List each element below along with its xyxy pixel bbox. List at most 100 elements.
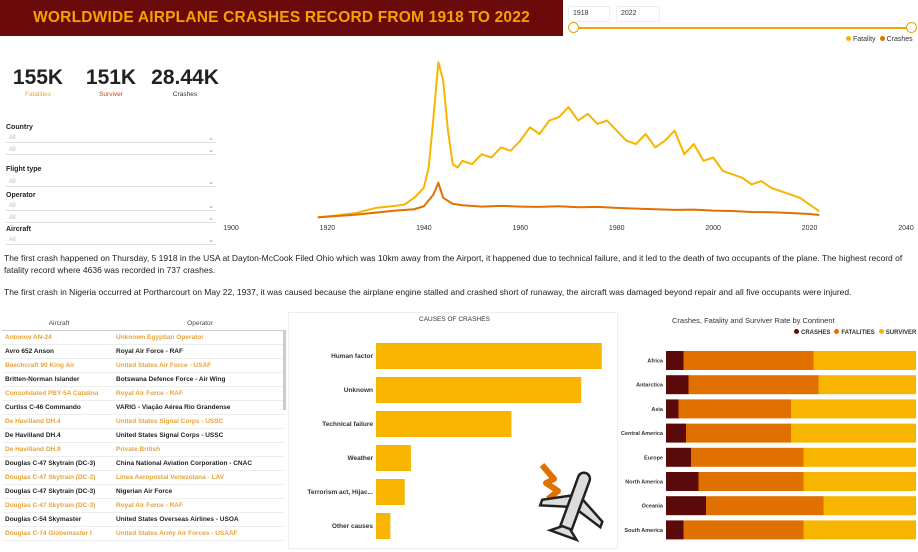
continent-bar-fatalities[interactable] — [683, 520, 804, 540]
slicer-country[interactable]: Country All ⌄ All ⌄ — [6, 124, 216, 155]
table-row[interactable]: De Havilland DH.4 United States Signal Co… — [2, 429, 284, 443]
x-tick-label-1940: 1940 — [416, 225, 432, 232]
slicer-operator[interactable]: Operator All ⌄ All ⌄ — [6, 192, 216, 223]
continent-bar-surviver[interactable] — [803, 472, 917, 491]
slicer-dropdown[interactable]: All ⌄ — [6, 201, 216, 211]
continent-bar-surviver[interactable] — [791, 399, 916, 419]
date-start-input[interactable]: 1918 — [568, 6, 610, 22]
continent-bar-fatalities[interactable] — [686, 423, 791, 443]
kpi-value: 155K — [12, 66, 64, 89]
slicer-dropdown[interactable]: All ⌄ — [6, 133, 216, 143]
date-slider-end-handle[interactable] — [906, 22, 917, 33]
table-row[interactable]: Douglas C-47 Skytrain (DC-3) Linea Aeropo… — [2, 471, 284, 485]
continent-bar-surviver[interactable] — [803, 447, 917, 467]
date-slider-start-handle[interactable] — [568, 22, 579, 33]
summary-paragraph-first-crash: The first crash happened on Thursday, 5 … — [4, 253, 903, 275]
slicer-title: Country — [6, 124, 33, 131]
continent-bar-surviver[interactable] — [813, 351, 917, 370]
table-row[interactable]: De Havilland DH.9 Private British — [2, 443, 284, 457]
chevron-down-icon[interactable]: ⌄ — [208, 236, 214, 244]
continent-bar-crashes[interactable] — [666, 472, 699, 491]
continent-chart-title: Crashes, Fatality and Surviver Rate by C… — [672, 316, 835, 325]
table-scrollbar[interactable] — [283, 330, 286, 410]
kpi-value: 28.44K — [151, 66, 219, 89]
cell-aircraft: Douglas C-47 Skytrain (DC-3) — [5, 488, 96, 495]
table-row[interactable]: Douglas C-47 Skytrain (DC-3) Nigerian Air… — [2, 485, 284, 499]
table-row[interactable]: Beechcraft 90 King Air United States Air … — [2, 359, 284, 373]
continent-label: Oceania — [642, 504, 664, 510]
continent-bar-crashes[interactable] — [666, 520, 684, 540]
legend-crashes: CRASHES — [794, 329, 830, 336]
continent-stacked-bar-chart: Africa Antarctica Asia Central America Europ… — [621, 351, 917, 540]
table-row[interactable]: Douglas C-74 Globemaster I United States … — [2, 527, 284, 541]
continent-bar-fatalities[interactable] — [706, 496, 824, 516]
x-tick-label-1960: 1960 — [512, 225, 528, 232]
cause-bar[interactable] — [376, 411, 512, 437]
x-tick-label-1900: 1900 — [223, 225, 239, 232]
aircraft-operator-table[interactable]: Aircraft Operator Antonov AN-24 Unknown E… — [2, 317, 284, 547]
legend-surviver: SURVIVER — [878, 329, 916, 336]
table-row[interactable]: Avro 652 Anson Royal Air Force - RAF — [2, 345, 284, 359]
continent-bar-crashes[interactable] — [666, 423, 686, 443]
causes-bar-chart: Human factor Unknown Technical failure Weat… — [307, 343, 602, 539]
series-line-crashes — [317, 181, 820, 219]
line-chart-legend: Fatality Crashes — [846, 36, 913, 43]
cell-operator: Botswana Defence Force - Air Wing — [116, 376, 226, 383]
continent-bar-fatalities[interactable] — [688, 375, 819, 395]
chevron-down-icon[interactable]: ⌄ — [208, 202, 214, 210]
continent-bar-crashes[interactable] — [666, 496, 706, 516]
table-row[interactable]: Douglas C-47 Skytrain (DC-3) Royal Air Fo… — [2, 499, 284, 513]
legend-dot-icon — [834, 329, 840, 334]
cause-label: Weather — [347, 455, 373, 462]
continent-bar-surviver[interactable] — [823, 496, 917, 516]
cause-bar[interactable] — [376, 343, 602, 369]
slicer-flight-type[interactable]: Flight type All ⌄ — [6, 166, 216, 187]
continent-bar-fatalities[interactable] — [698, 472, 804, 491]
slicer-dropdown[interactable]: All ⌄ — [6, 177, 216, 187]
table-row[interactable]: Antonov AN-24 Unknown Egyptian Operator — [2, 331, 284, 345]
table-body: Antonov AN-24 Unknown Egyptian Operator Av… — [2, 331, 284, 541]
chevron-down-icon[interactable]: ⌄ — [208, 146, 214, 154]
continent-bar-crashes[interactable] — [666, 375, 689, 395]
cell-operator: United States Army Air Forces - USAAF — [116, 530, 238, 537]
continent-bar-crashes[interactable] — [666, 399, 679, 419]
x-tick-label-1980: 1980 — [609, 225, 625, 232]
continent-bar-fatalities[interactable] — [683, 351, 814, 370]
chevron-down-icon[interactable]: ⌄ — [208, 178, 214, 186]
continent-bar-crashes[interactable] — [666, 351, 684, 370]
continent-bar-fatalities[interactable] — [678, 399, 792, 419]
continent-bar-surviver[interactable] — [803, 520, 917, 540]
continent-bar-surviver[interactable] — [818, 375, 917, 395]
table-row[interactable]: Douglas C-54 Skymaster United States Over… — [2, 513, 284, 527]
legend-crashes: Crashes — [879, 36, 913, 43]
cause-bar[interactable] — [376, 479, 405, 505]
date-slider-track[interactable] — [573, 27, 911, 29]
continent-bar-crashes[interactable] — [666, 447, 691, 467]
date-end-input[interactable]: 2022 — [616, 6, 660, 22]
slicer-dropdown[interactable]: All ⌄ — [6, 235, 216, 245]
series-line-fatality — [317, 61, 820, 219]
continent-label: Central America — [621, 431, 664, 437]
slicer-aircraft[interactable]: Aircraft All ⌄ — [6, 226, 216, 245]
table-row[interactable]: De Havilland DH.4 United States Signal Co… — [2, 415, 284, 429]
cause-bar[interactable] — [376, 377, 582, 403]
table-row[interactable]: Douglas C-47 Skytrain (DC-3) China Nation… — [2, 457, 284, 471]
slicer-dropdown[interactable]: All ⌄ — [6, 145, 216, 155]
continent-label: Europe — [644, 455, 663, 461]
cell-aircraft: Douglas C-74 Globemaster I — [5, 530, 92, 537]
cell-operator: Linea Aeropostal Venezolana - LAV — [116, 474, 224, 481]
table-row[interactable]: Britten-Norman Islander Botswana Defence … — [2, 373, 284, 387]
cell-operator: Unknown Egyptian Operator — [116, 334, 204, 341]
continent-bar-fatalities[interactable] — [691, 447, 804, 467]
cause-bar[interactable] — [376, 445, 411, 471]
slicer-dropdown[interactable]: All ⌄ — [6, 213, 216, 223]
column-header-aircraft[interactable]: Aircraft — [48, 320, 70, 327]
chevron-down-icon[interactable]: ⌄ — [208, 134, 214, 142]
chevron-down-icon[interactable]: ⌄ — [208, 214, 214, 222]
cell-aircraft: De Havilland DH.4 — [5, 432, 61, 439]
column-header-operator[interactable]: Operator — [187, 320, 213, 327]
continent-bar-surviver[interactable] — [791, 423, 916, 443]
cause-bar[interactable] — [376, 513, 391, 539]
table-row[interactable]: Curtiss C-46 Commando VARIG - Viação Aére… — [2, 401, 284, 415]
table-row[interactable]: Consolidated PBY-5A Catalina Royal Air Fo… — [2, 387, 284, 401]
